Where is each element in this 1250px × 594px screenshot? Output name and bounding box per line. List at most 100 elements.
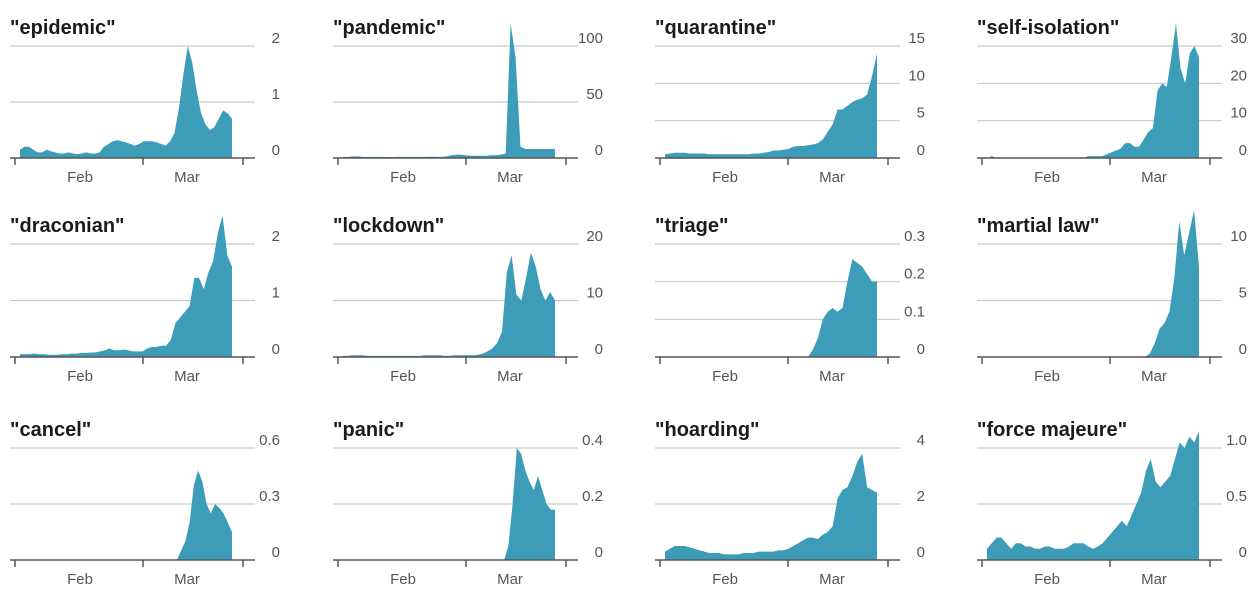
x-tick-label: Mar <box>174 571 200 588</box>
y-tick-label: 2 <box>272 30 280 47</box>
y-tick-label: 10 <box>1230 105 1247 122</box>
y-tick-label: 2 <box>917 488 925 505</box>
series-area <box>987 210 1199 357</box>
y-tick-label: 1 <box>272 86 280 103</box>
series-area <box>343 23 555 158</box>
y-tick-label: 0.6 <box>259 432 280 449</box>
series-area <box>20 470 232 560</box>
y-tick-label: 0 <box>1239 341 1247 358</box>
x-tick-label: Feb <box>67 571 93 588</box>
series-area <box>343 448 555 560</box>
y-tick-label: 0 <box>917 142 925 159</box>
x-tick-label: Feb <box>1034 169 1060 186</box>
y-tick-label: 10 <box>1230 228 1247 245</box>
x-tick-label: Feb <box>712 368 738 385</box>
y-tick-label: 5 <box>1239 285 1247 302</box>
y-tick-label: 0 <box>1239 544 1247 561</box>
series-area <box>20 215 232 357</box>
x-tick-label: Feb <box>67 169 93 186</box>
y-tick-label: 20 <box>586 228 603 245</box>
panel-self-isolation: "self-isolation" 0 10 20 30 Feb Mar <box>977 17 1247 186</box>
y-tick-label: 0 <box>917 544 925 561</box>
panel-draconian: "draconian" 0 1 2 Feb Mar <box>10 215 280 385</box>
panel-title: "panic" <box>333 419 404 441</box>
panel-panic: "panic" 0 0.2 0.4 Feb Mar <box>333 419 603 588</box>
panel-title: "martial law" <box>977 215 1099 237</box>
x-tick-label: Feb <box>390 368 416 385</box>
y-tick-label: 0.3 <box>259 488 280 505</box>
panel-quarantine: "quarantine" 0 5 10 15 Feb Mar <box>655 17 925 186</box>
panel-title: "force majeure" <box>977 419 1127 441</box>
x-tick-label: Mar <box>497 368 523 385</box>
x-tick-label: Mar <box>497 169 523 186</box>
x-tick-label: Feb <box>712 169 738 186</box>
x-tick-label: Mar <box>819 368 845 385</box>
panel-force-majeure: "force majeure" 0 0.5 1.0 Feb Mar <box>977 419 1247 588</box>
y-tick-label: 0 <box>272 142 280 159</box>
y-tick-label: 50 <box>586 86 603 103</box>
y-tick-label: 0 <box>917 341 925 358</box>
x-tick-label: Feb <box>67 368 93 385</box>
y-tick-label: 0 <box>595 142 603 159</box>
y-tick-label: 15 <box>908 30 925 47</box>
panel-title: "triage" <box>655 215 728 237</box>
series-area <box>665 453 877 560</box>
panel-triage: "triage" 0 0.1 0.2 0.3 Feb Mar <box>655 215 925 385</box>
y-tick-label: 1 <box>272 285 280 302</box>
y-tick-label: 0.5 <box>1226 488 1247 505</box>
panel-title: "hoarding" <box>655 419 760 441</box>
panel-martial-law: "martial law" 0 5 10 Feb Mar <box>977 210 1247 385</box>
panel-cancel: "cancel" 0 0.3 0.6 Feb Mar <box>10 419 280 588</box>
y-tick-label: 0 <box>595 544 603 561</box>
x-tick-label: Mar <box>819 571 845 588</box>
y-tick-label: 10 <box>586 285 603 302</box>
y-tick-label: 100 <box>578 30 603 47</box>
x-tick-label: Mar <box>1141 169 1167 186</box>
y-tick-label: 0.2 <box>904 266 925 283</box>
y-tick-label: 0.3 <box>904 228 925 245</box>
panel-title: "draconian" <box>10 215 125 237</box>
x-tick-label: Mar <box>1141 571 1167 588</box>
series-area <box>987 431 1199 560</box>
x-tick-label: Feb <box>1034 368 1060 385</box>
y-tick-label: 0.2 <box>582 488 603 505</box>
y-tick-label: 2 <box>272 228 280 245</box>
x-tick-label: Mar <box>497 571 523 588</box>
x-tick-label: Mar <box>1141 368 1167 385</box>
panel-title: "lockdown" <box>333 215 444 237</box>
x-tick-label: Mar <box>174 169 200 186</box>
panel-title: "cancel" <box>10 419 91 441</box>
y-tick-label: 5 <box>917 105 925 122</box>
y-tick-label: 0.4 <box>582 432 603 449</box>
y-tick-label: 0.1 <box>904 303 925 320</box>
y-tick-label: 0 <box>272 341 280 358</box>
series-area <box>987 23 1199 158</box>
y-tick-label: 1.0 <box>1226 432 1247 449</box>
y-tick-label: 0 <box>272 544 280 561</box>
x-tick-label: Feb <box>390 169 416 186</box>
series-area <box>343 252 555 357</box>
x-tick-label: Feb <box>712 571 738 588</box>
x-tick-label: Mar <box>819 169 845 186</box>
panel-title: "pandemic" <box>333 17 445 39</box>
y-tick-label: 0 <box>1239 142 1247 159</box>
x-tick-label: Feb <box>1034 571 1060 588</box>
series-area <box>665 53 877 158</box>
panel-title: "epidemic" <box>10 17 116 39</box>
panel-epidemic: "epidemic" 0 1 2 Feb Mar <box>10 17 280 186</box>
x-tick-label: Mar <box>174 368 200 385</box>
x-tick-label: Feb <box>390 571 416 588</box>
panel-pandemic: "pandemic" 0 50 100 Feb Mar <box>333 17 603 186</box>
y-tick-label: 0 <box>595 341 603 358</box>
y-tick-label: 10 <box>908 67 925 84</box>
panel-hoarding: "hoarding" 0 2 4 Feb Mar <box>655 419 925 588</box>
panel-title: "quarantine" <box>655 17 776 39</box>
y-tick-label: 4 <box>917 432 925 449</box>
y-tick-label: 30 <box>1230 30 1247 47</box>
panel-lockdown: "lockdown" 0 10 20 Feb Mar <box>333 215 603 385</box>
panel-title: "self-isolation" <box>977 17 1119 39</box>
series-area <box>20 46 232 158</box>
series-area <box>665 259 877 357</box>
y-tick-label: 20 <box>1230 67 1247 84</box>
